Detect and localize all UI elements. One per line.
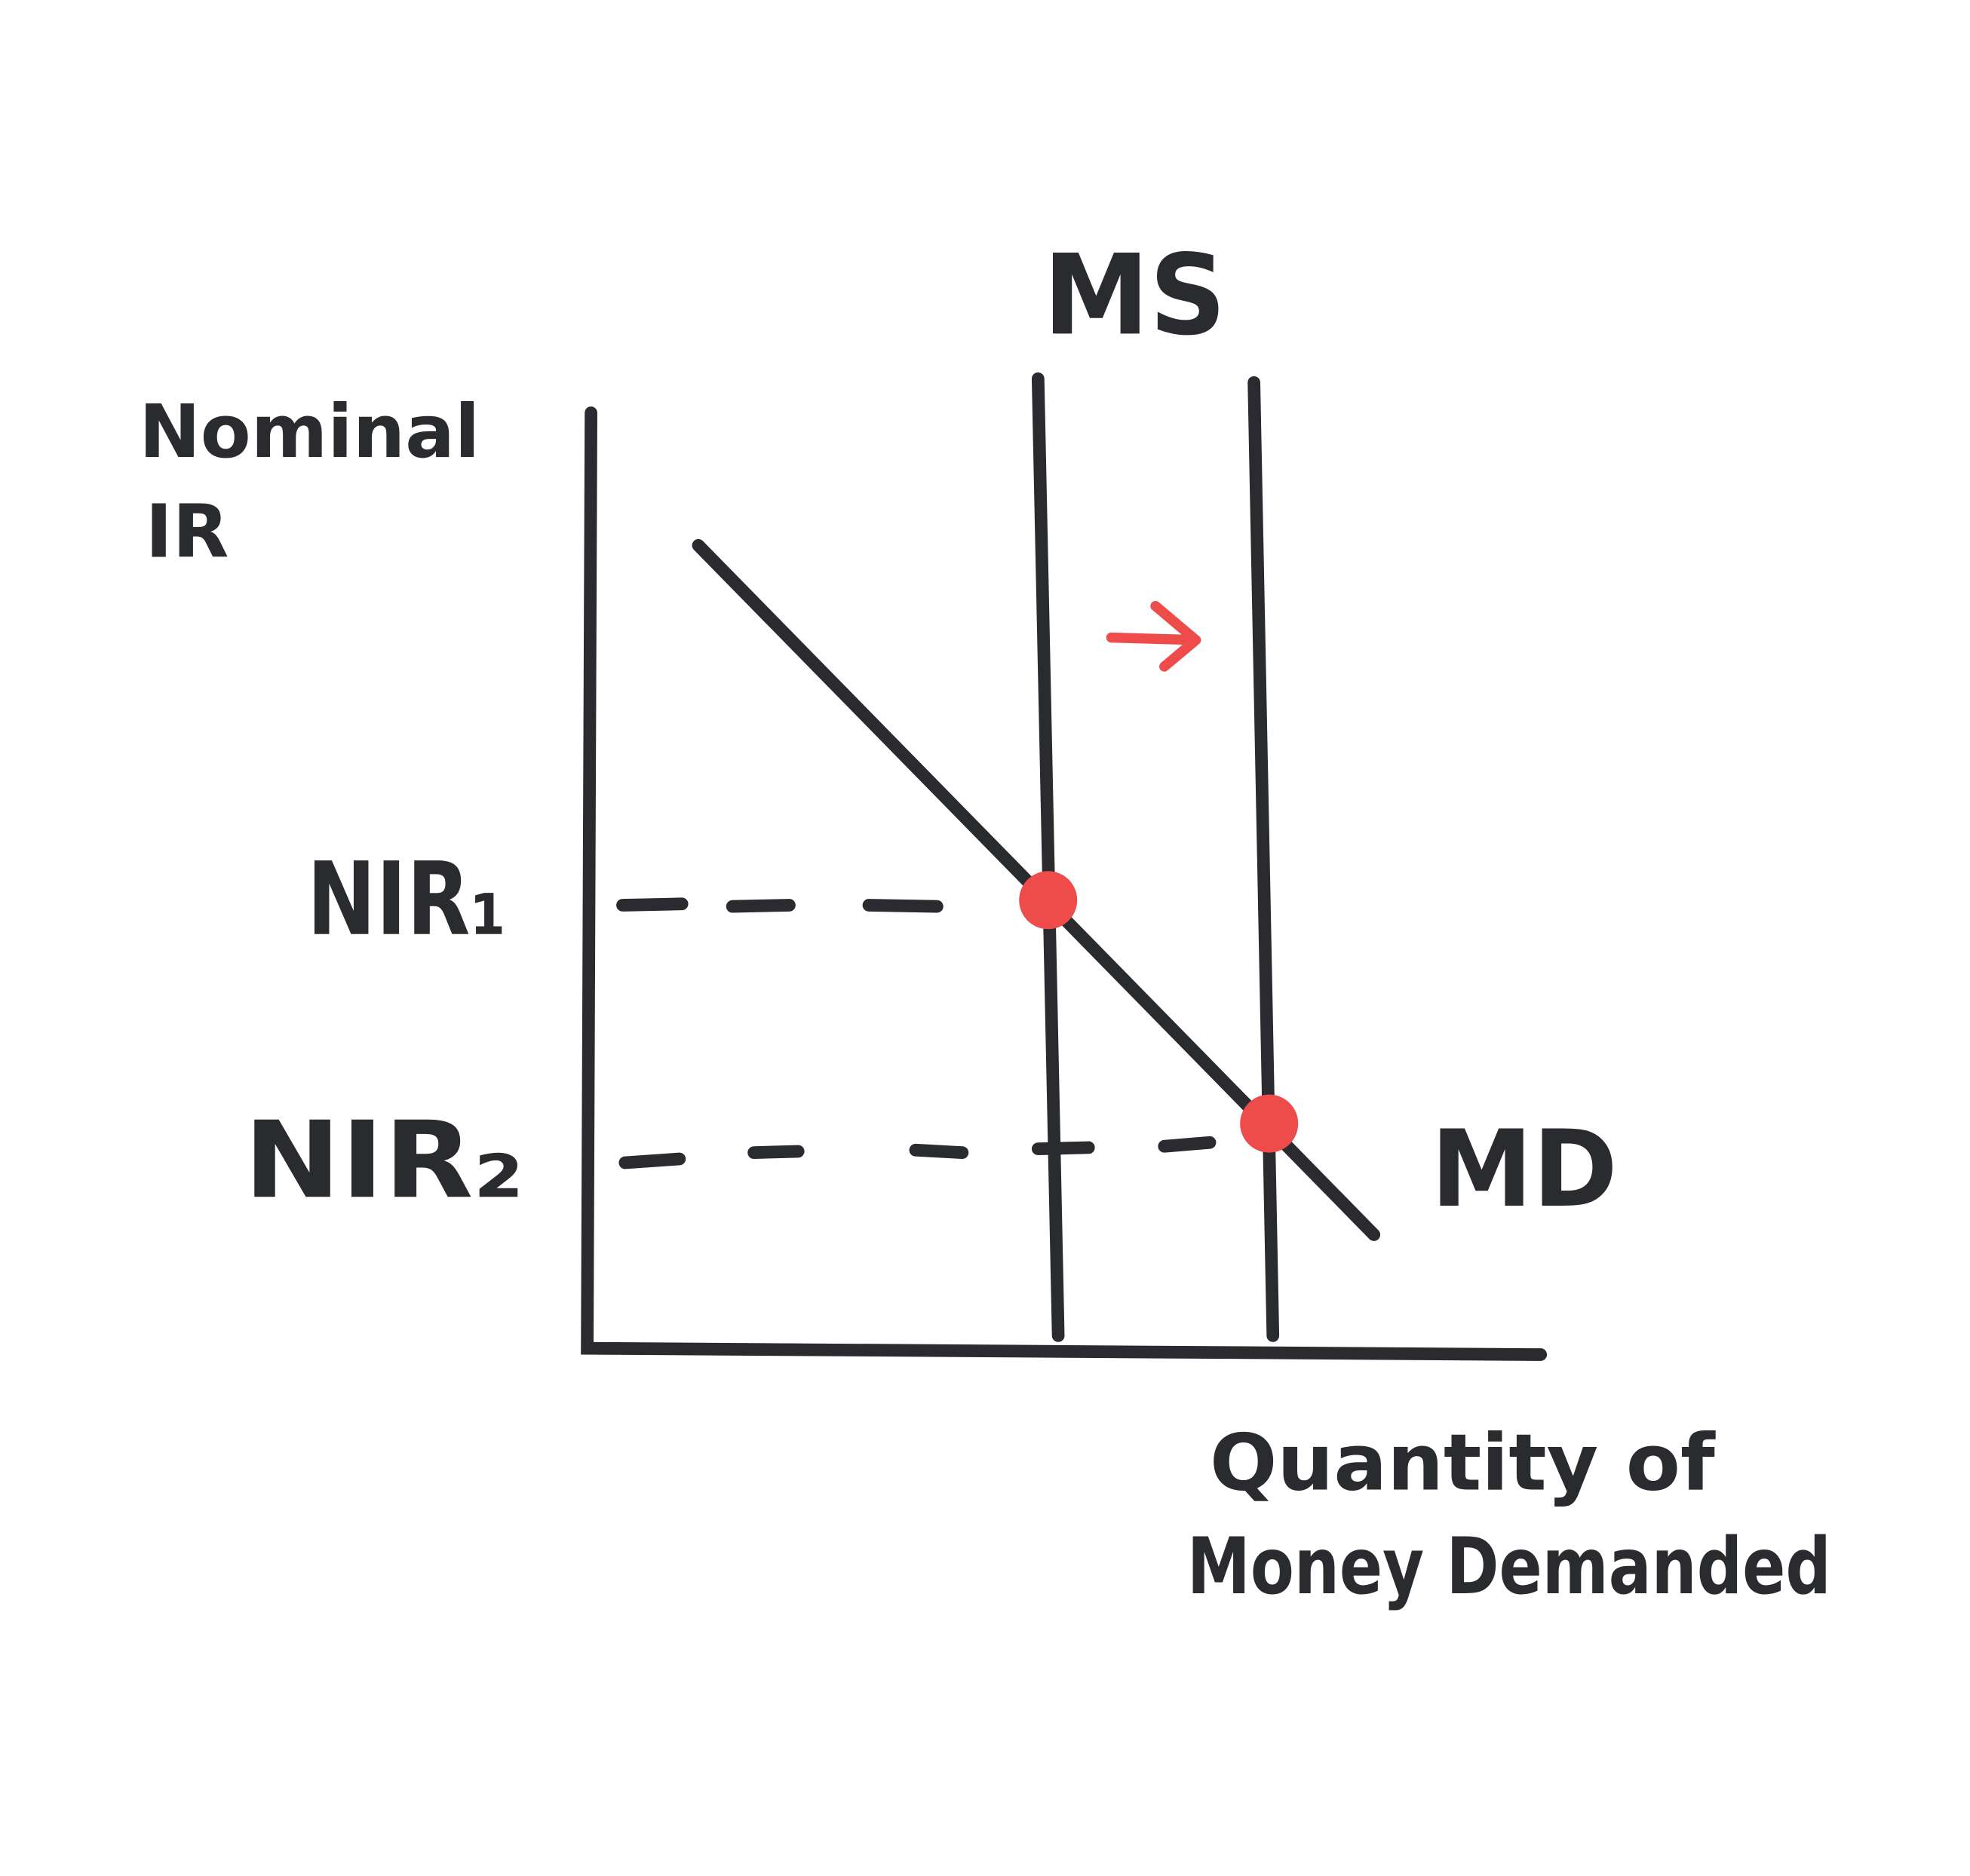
rate-label: NIR₂ xyxy=(244,1099,524,1222)
axes xyxy=(581,406,1548,1361)
y-axis-label: Nominal xyxy=(139,389,480,474)
x-axis-label: Quantity of xyxy=(1210,1418,1717,1509)
rate-line xyxy=(616,897,944,913)
shift-arrow xyxy=(1106,600,1201,672)
supply-label: MS xyxy=(1043,230,1226,360)
demand-label: MD xyxy=(1431,1108,1618,1231)
supply-curve-shifted xyxy=(1247,376,1280,1342)
x-axis-label: Money Demanded xyxy=(1187,1522,1831,1612)
rate-label: NIR₁ xyxy=(307,841,507,958)
y-axis-label: IR xyxy=(146,489,229,574)
rate-line xyxy=(618,1136,1217,1169)
equilibrium-point xyxy=(1240,1094,1299,1153)
equilibrium-point xyxy=(1019,871,1078,930)
supply-curve xyxy=(1031,372,1065,1342)
